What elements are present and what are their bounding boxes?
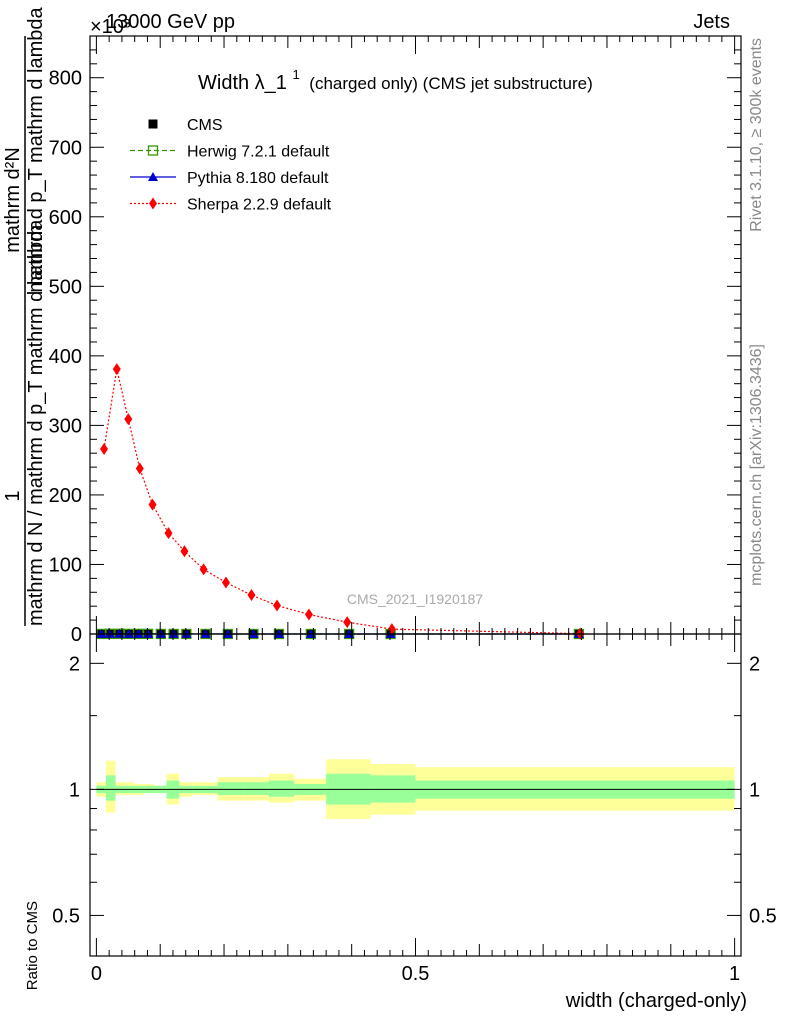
ratio-xtick-label-2: 1 xyxy=(729,963,740,985)
main-ytick-label-3: 300 xyxy=(49,415,82,437)
data-point-2-4 xyxy=(133,628,144,638)
y-axis-label-numerator: 1 xyxy=(2,490,24,501)
legend-item-2: Pythia 8.180 default xyxy=(130,170,329,187)
main-ytick-label-6: 600 xyxy=(49,207,82,229)
series-line-3 xyxy=(103,368,581,635)
data-point-3-2 xyxy=(124,413,133,426)
ratio-stat-band-1 xyxy=(105,775,116,801)
main-ytick-label-2: 200 xyxy=(49,485,82,507)
data-point-3-4 xyxy=(148,498,157,511)
data-point-3-12 xyxy=(343,616,352,629)
ratio-ytick-label-left-1: 1 xyxy=(69,779,80,801)
y-axis-label: 1 mathrm d N / mathrm d p_T mathrm d lam… xyxy=(2,6,47,626)
data-point-3-10 xyxy=(273,599,282,612)
ratio-xtick-label-0: 0 xyxy=(91,963,102,985)
main-ytick-label-7: 700 xyxy=(49,137,82,159)
legend-marker-1 xyxy=(147,145,159,156)
y-axis-label-denominator: mathrm d N / mathrm d p_T mathrm d lambd… xyxy=(25,219,47,626)
main-ytick-label-8: 800 xyxy=(49,68,82,90)
ratio-stat-band-11 xyxy=(243,782,269,795)
y-axis-label-dpt: mathrm d p_T mathrm d lambda xyxy=(25,6,47,292)
ratio-ytick-label-left-0: 0.5 xyxy=(52,905,80,927)
data-point-3-0 xyxy=(100,443,109,456)
ratio-ytick-label-right-1: 1 xyxy=(749,779,760,801)
data-point-3-5 xyxy=(164,527,173,540)
data-point-3-1 xyxy=(112,363,121,376)
title-superscript: 1 xyxy=(293,67,300,82)
analysis-watermark: CMS_2021_I1920187 xyxy=(347,591,483,607)
main-ytick-label-1: 100 xyxy=(49,554,82,576)
legend: CMS Herwig 7.2.1 default Pythia 8.180 defa… xyxy=(130,117,332,214)
legend-label-3: Sherpa 2.2.9 default xyxy=(187,197,332,214)
main-ytick-label-4: 400 xyxy=(49,346,82,368)
x-axis-label: width (charged-only) xyxy=(565,990,747,1012)
legend-marker-0 xyxy=(148,119,158,129)
title-main: Width λ_1 xyxy=(198,72,287,94)
ratio-y-axis-label: Ratio to CMS xyxy=(24,901,41,990)
data-point-2-1 xyxy=(104,628,115,638)
data-point-3-3 xyxy=(135,462,144,475)
title-rest: (charged only) (CMS jet substructure) xyxy=(309,74,592,93)
mcplots-label: mcplots.cern.ch [arXiv:1306.3436] xyxy=(748,344,765,586)
legend-marker-3 xyxy=(149,197,157,210)
data-point-3-6 xyxy=(180,545,189,558)
y-scale-exponent: ×10³ xyxy=(90,16,131,38)
header-right-label: Jets xyxy=(693,11,730,33)
ratio-stat-band-10 xyxy=(217,782,244,795)
rivet-version-label: Rivet 3.1.10, ≥ 300k events xyxy=(748,38,765,232)
ratio-panel: 0 0.5 1 0.5 0.5 1 1 2 2 xyxy=(52,633,777,985)
ratio-ytick-label-right-2: 2 xyxy=(749,653,760,675)
header-left-label: 13000 GeV pp xyxy=(106,11,235,33)
data-point-3-9 xyxy=(247,589,256,602)
data-point-2-3 xyxy=(123,628,134,638)
legend-marker-2 xyxy=(148,172,158,181)
main-ytick-label-5: 500 xyxy=(49,276,82,298)
legend-item-1: Herwig 7.2.1 default xyxy=(130,144,330,161)
legend-label-2: Pythia 8.180 default xyxy=(187,170,329,187)
ratio-ytick-label-left-2: 2 xyxy=(69,653,80,675)
series-3 xyxy=(100,363,585,640)
ratio-ytick-label-right-0: 0.5 xyxy=(749,905,777,927)
data-point-3-8 xyxy=(221,576,230,589)
chart-title: Width λ_1 1 (charged only) (CMS jet subs… xyxy=(198,62,593,94)
ratio-stat-band-12 xyxy=(268,780,295,797)
legend-item-3: Sherpa 2.2.9 default xyxy=(130,197,332,214)
ratio-xtick-label-1: 0.5 xyxy=(402,963,430,985)
legend-item-0: CMS xyxy=(148,117,223,134)
legend-label-1: Herwig 7.2.1 default xyxy=(187,144,330,161)
data-point-3-7 xyxy=(199,563,208,576)
data-point-3-11 xyxy=(304,608,313,621)
y-axis-label-d2n: mathrm d²N xyxy=(2,147,24,253)
legend-label-0: CMS xyxy=(187,117,223,134)
data-point-2-5 xyxy=(143,628,154,638)
main-ytick-label-0: 0 xyxy=(71,624,82,646)
